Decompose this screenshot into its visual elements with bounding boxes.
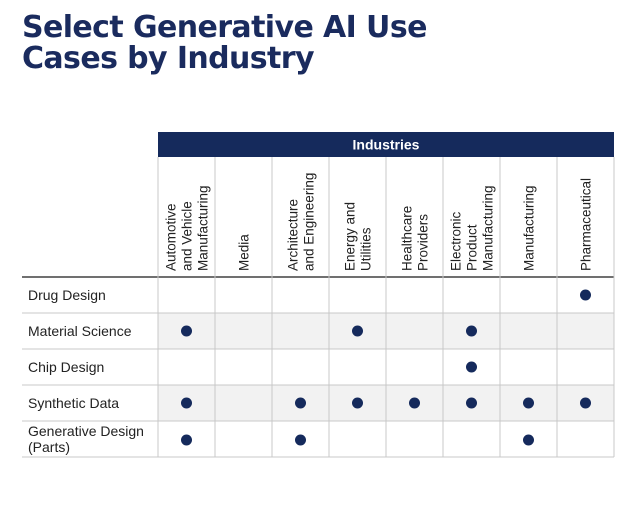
use-case-dot — [580, 397, 591, 409]
industry-column-label: Providers — [416, 214, 431, 271]
industry-column-label: and Engineering — [302, 173, 317, 271]
use-case-dot — [352, 397, 363, 409]
industry-column-label: Media — [237, 234, 252, 271]
use-case-row-label: (Parts) — [28, 439, 70, 455]
title-line-2: Cases by Industry — [22, 41, 315, 76]
use-case-dot — [523, 397, 534, 409]
title-line-1: Select Generative AI Use — [22, 10, 427, 45]
use-case-row-label: Material Science — [28, 323, 132, 339]
use-case-dot — [181, 434, 192, 446]
industry-column-label: and Vehicle — [180, 201, 195, 271]
industry-column-label: Manufacturing — [481, 185, 496, 271]
use-case-row-label: Generative Design — [28, 423, 144, 439]
use-case-dot — [466, 325, 477, 337]
industry-column-label: Utilities — [359, 227, 374, 271]
industry-column-label: Healthcare — [400, 206, 415, 271]
use-case-row-label: Drug Design — [28, 287, 106, 303]
industry-column-label: Manufacturing — [196, 185, 211, 271]
industry-column-label: Electronic — [449, 211, 464, 271]
use-case-dot — [295, 434, 306, 446]
industry-column-label: Pharmaceutical — [579, 178, 594, 271]
use-case-dot — [295, 397, 306, 409]
use-case-dot — [181, 325, 192, 337]
industry-column-label: Automotive — [164, 203, 179, 271]
use-case-dot — [181, 397, 192, 409]
industry-column-label: Architecture — [286, 199, 301, 271]
industry-column-label: Product — [465, 224, 480, 271]
use-case-row-label: Chip Design — [28, 359, 104, 375]
use-case-row-label: Synthetic Data — [28, 395, 119, 411]
industries-header-label: Industries — [353, 137, 420, 153]
page-title: Select Generative AI Use Cases by Indust… — [22, 12, 542, 74]
use-case-dot — [466, 361, 477, 373]
use-case-dot — [523, 434, 534, 446]
industries-header — [158, 132, 614, 157]
use-case-dot — [352, 325, 363, 337]
use-case-dot — [580, 289, 591, 301]
industry-column-label: Manufacturing — [522, 185, 537, 271]
use-case-dot — [409, 397, 420, 409]
use-case-dot — [466, 397, 477, 409]
industry-column-label: Energy and — [343, 202, 358, 271]
